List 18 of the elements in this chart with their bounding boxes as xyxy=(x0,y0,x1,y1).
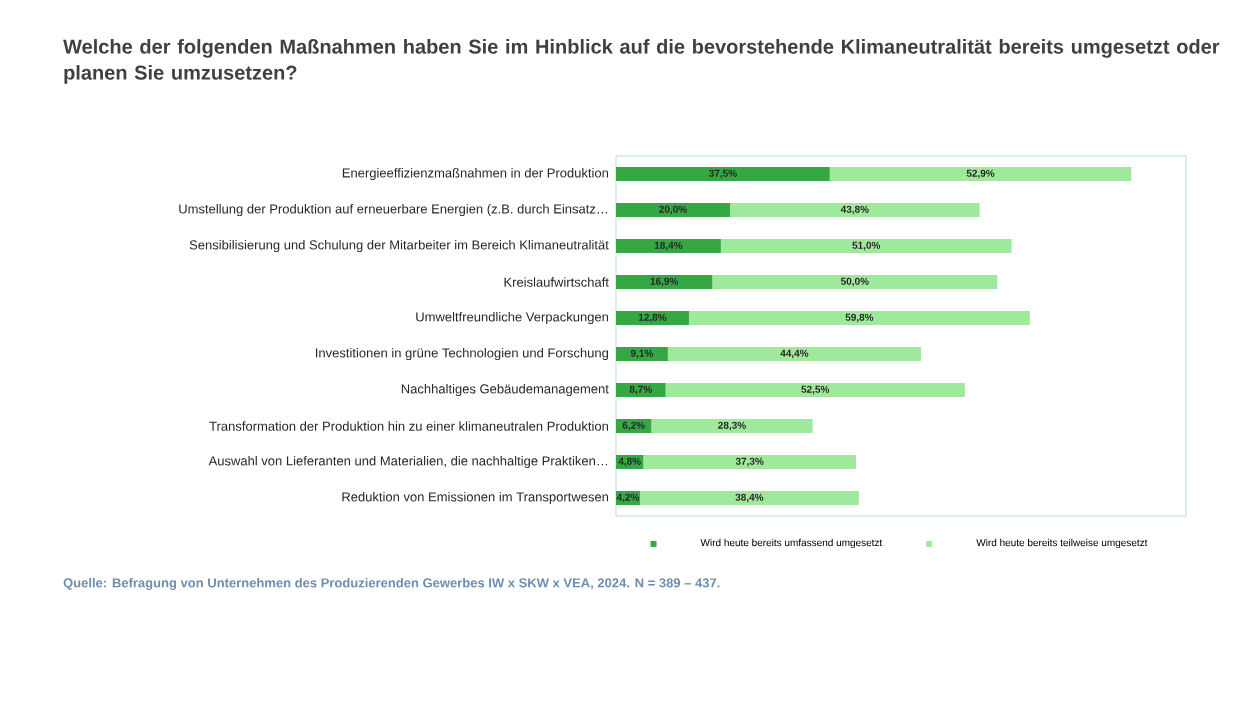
bar xyxy=(667,347,921,362)
bar xyxy=(651,419,813,434)
bar xyxy=(829,167,1132,182)
bar xyxy=(688,311,1030,326)
chart-title: Welche der folgenden Maßnahmen haben Sie im Hinblick auf die bevorstehende Klimaneutralität bereits umgesetzt oder planen Sie umzusetzen? xyxy=(63,39,1220,84)
bar xyxy=(616,347,668,362)
bar xyxy=(616,383,666,397)
bar xyxy=(616,167,830,182)
bar xyxy=(616,275,713,290)
bar xyxy=(730,203,980,218)
bar xyxy=(665,383,965,397)
bar xyxy=(616,203,730,218)
bar xyxy=(639,491,859,505)
bar xyxy=(712,275,998,290)
bar xyxy=(643,455,856,470)
bar xyxy=(720,239,1012,254)
bar xyxy=(616,239,721,254)
bar xyxy=(616,311,689,326)
